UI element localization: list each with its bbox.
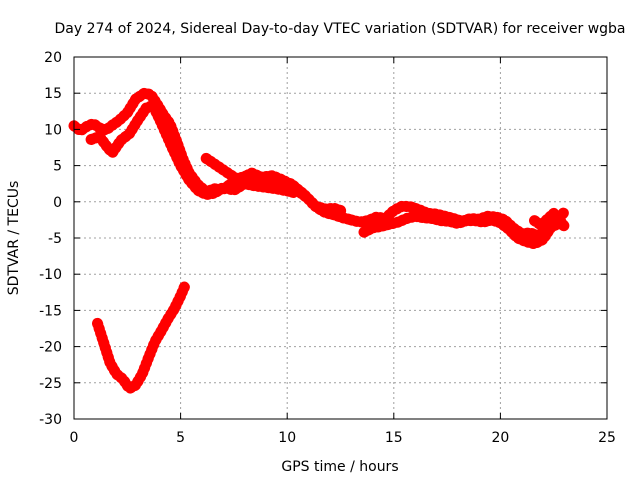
y-tick-label: -20 bbox=[39, 340, 62, 356]
grid-lines bbox=[74, 57, 607, 419]
chart-title: Day 274 of 2024, Sidereal Day-to-day VTE… bbox=[54, 21, 625, 37]
x-axis-label: GPS time / hours bbox=[281, 459, 398, 475]
y-axis-label: SDTVAR / TECUs bbox=[6, 181, 22, 296]
x-tick-label: 15 bbox=[385, 430, 403, 446]
y-tick-label: -10 bbox=[39, 267, 62, 283]
y-tick-label: 15 bbox=[44, 86, 62, 102]
axis-ticks bbox=[73, 56, 608, 420]
y-tick-label: -30 bbox=[39, 412, 62, 428]
series-markers-upper-branch-b bbox=[200, 152, 349, 217]
series-markers-tail-end-detail bbox=[529, 207, 570, 232]
y-tick-label: 5 bbox=[53, 159, 62, 175]
data-series bbox=[68, 87, 570, 395]
x-tick-label: 25 bbox=[598, 430, 616, 446]
series-markers-upper-branch-a bbox=[85, 100, 302, 201]
x-tick-label: 5 bbox=[176, 430, 185, 446]
x-tick-label: 0 bbox=[70, 430, 79, 446]
tick-labels: 0 5 10 15 20 25 -30 -25 -20 -15 -10 -5 0 5 10 15 20 bbox=[39, 50, 616, 446]
y-tick-label: -15 bbox=[39, 303, 62, 319]
y-tick-label: 0 bbox=[53, 195, 62, 211]
x-tick-label: 10 bbox=[278, 430, 296, 446]
y-tick-label: 10 bbox=[44, 122, 62, 138]
x-tick-label: 20 bbox=[491, 430, 509, 446]
y-tick-label: -5 bbox=[48, 231, 62, 247]
series-markers-tail-branch bbox=[358, 210, 566, 250]
series-markers-lower-dip bbox=[92, 280, 191, 395]
y-tick-label: 20 bbox=[44, 50, 62, 66]
y-tick-label: -25 bbox=[39, 376, 62, 392]
